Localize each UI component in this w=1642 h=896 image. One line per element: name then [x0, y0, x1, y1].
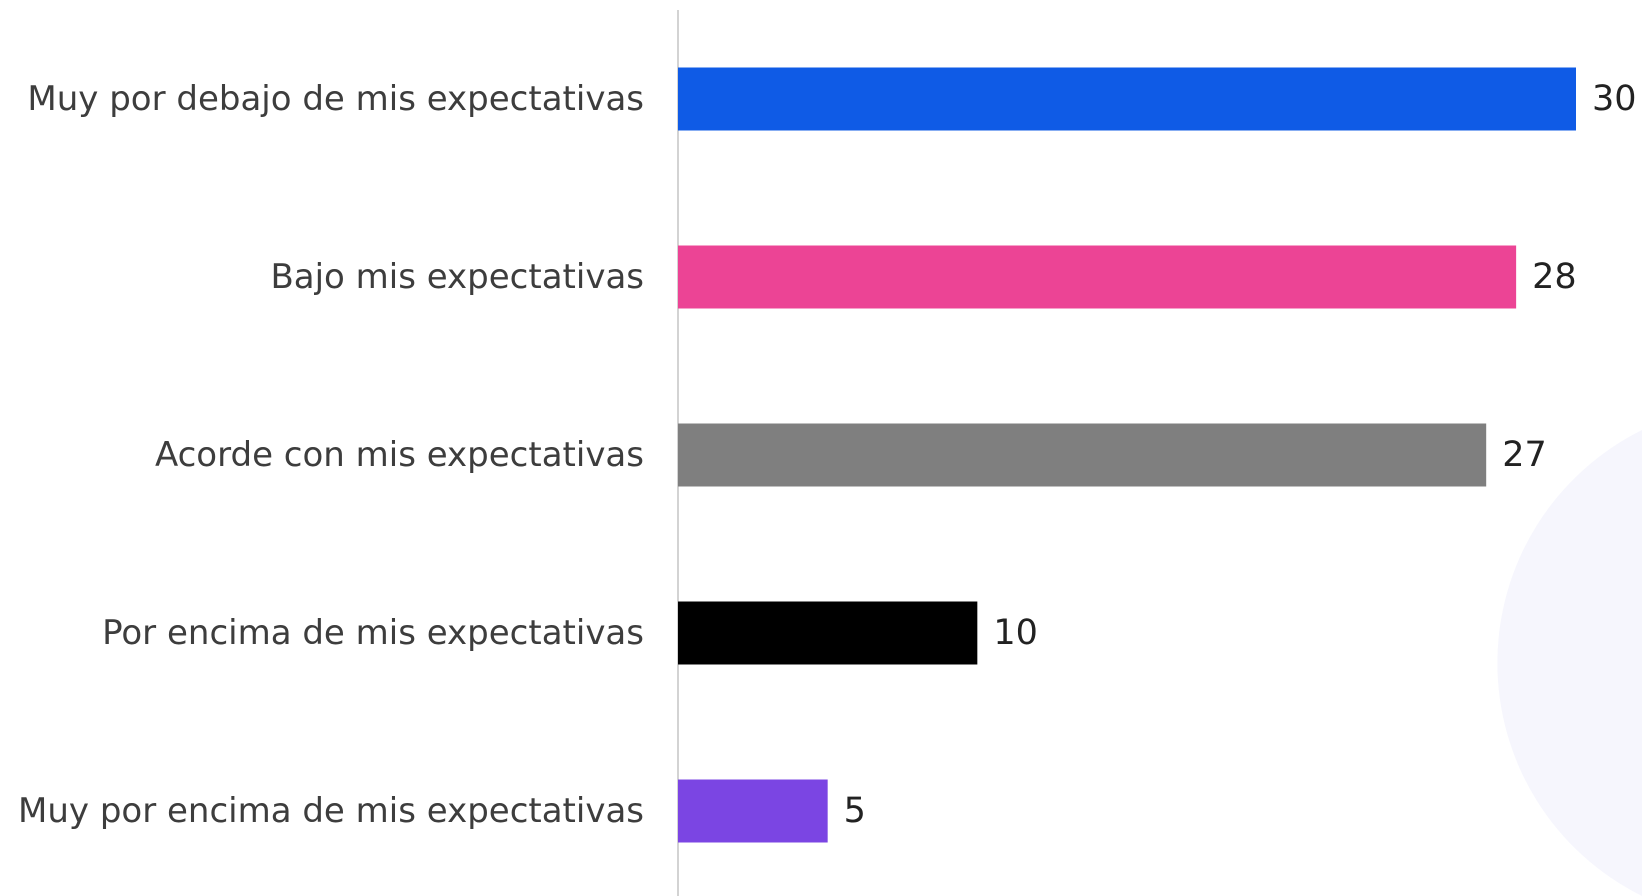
value-label: 28	[1532, 257, 1577, 297]
bar-group	[678, 67, 1576, 843]
value-label: 27	[1502, 435, 1547, 475]
value-label: 5	[844, 791, 866, 831]
background-decoration	[1497, 430, 1642, 896]
bar	[678, 423, 1487, 487]
value-label-group: 30 28 27 10 5	[844, 79, 1637, 831]
bar	[678, 601, 978, 665]
category-label: Acorde con mis expectativas	[155, 435, 644, 475]
value-label: 30	[1592, 79, 1637, 119]
bar	[678, 779, 828, 843]
category-label: Muy por debajo de mis expectativas	[27, 79, 644, 119]
category-label-group: Muy por debajo de mis expectativas Bajo m…	[18, 79, 644, 831]
category-label: Muy por encima de mis expectativas	[18, 791, 644, 831]
bar	[678, 67, 1576, 131]
category-label: Por encima de mis expectativas	[102, 613, 644, 653]
decorative-arc	[1497, 430, 1642, 896]
value-label: 10	[993, 613, 1038, 653]
category-label: Bajo mis expectativas	[270, 257, 644, 297]
bar	[678, 245, 1517, 309]
